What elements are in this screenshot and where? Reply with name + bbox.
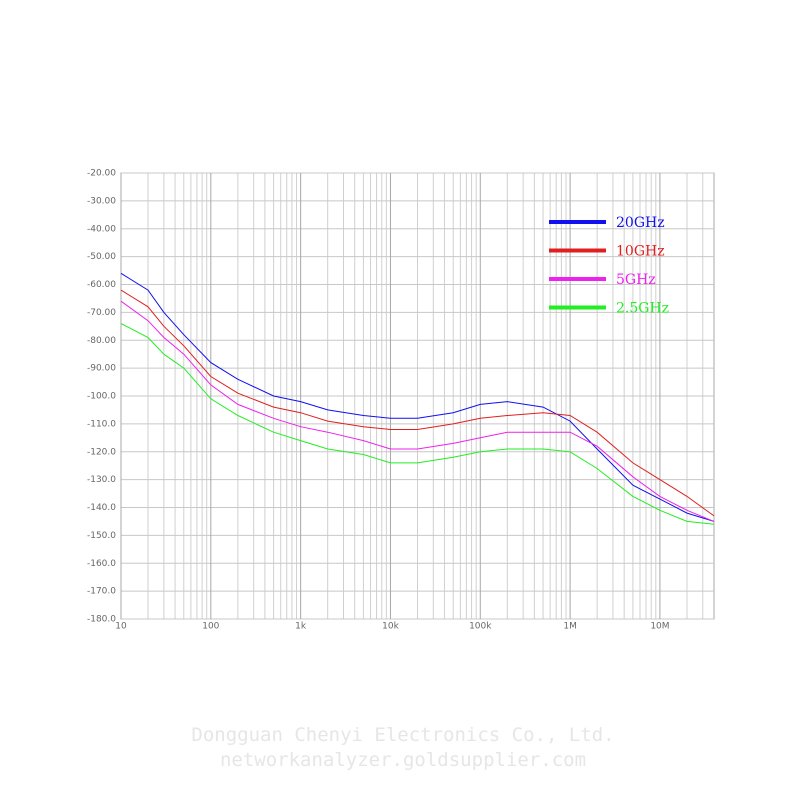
x-tick-label: 100k <box>469 622 492 632</box>
watermark: Dongguan Chenyi Electronics Co., Ltd. <box>191 724 614 746</box>
x-tick-label: 10M <box>650 622 669 632</box>
y-tick-label: -110.0 <box>87 419 116 429</box>
series-line <box>120 300 715 522</box>
x-tick-label: 1M <box>563 622 577 632</box>
x-tick-label: 1k <box>295 622 307 632</box>
watermark: networkanalyzer.goldsupplier.com <box>220 749 586 771</box>
y-tick-label: -160.0 <box>87 559 116 569</box>
y-tick-label: -40.00 <box>87 224 116 234</box>
y-tick-label: -70.00 <box>87 308 116 318</box>
x-tick-label: 10 <box>115 622 127 632</box>
y-tick-label: -130.0 <box>87 475 116 485</box>
legend-label: 10GHz <box>616 244 665 260</box>
x-tick-label: 10k <box>382 622 399 632</box>
y-tick-label: -180.0 <box>87 615 116 625</box>
legend-label: 20GHz <box>616 215 665 231</box>
y-tick-label: -20.00 <box>87 169 116 179</box>
series-line <box>120 272 715 522</box>
series-line <box>120 323 715 525</box>
series-line <box>120 289 715 517</box>
y-tick-label: -170.0 <box>87 587 116 597</box>
y-tick-label: -80.00 <box>87 336 116 346</box>
y-tick-label: -120.0 <box>87 447 116 457</box>
y-tick-label: -100.0 <box>87 392 116 402</box>
y-tick-label: -30.00 <box>87 196 116 206</box>
y-tick-label: -90.00 <box>87 364 116 374</box>
y-tick-label: -60.00 <box>87 280 116 290</box>
y-tick-label: -50.00 <box>87 252 116 262</box>
y-tick-label: -150.0 <box>87 531 116 541</box>
x-tick-label: 100 <box>202 622 219 632</box>
legend-label: 5GHz <box>616 272 656 288</box>
y-tick-label: -140.0 <box>87 503 116 513</box>
legend-label: 2.5GHz <box>616 301 669 317</box>
